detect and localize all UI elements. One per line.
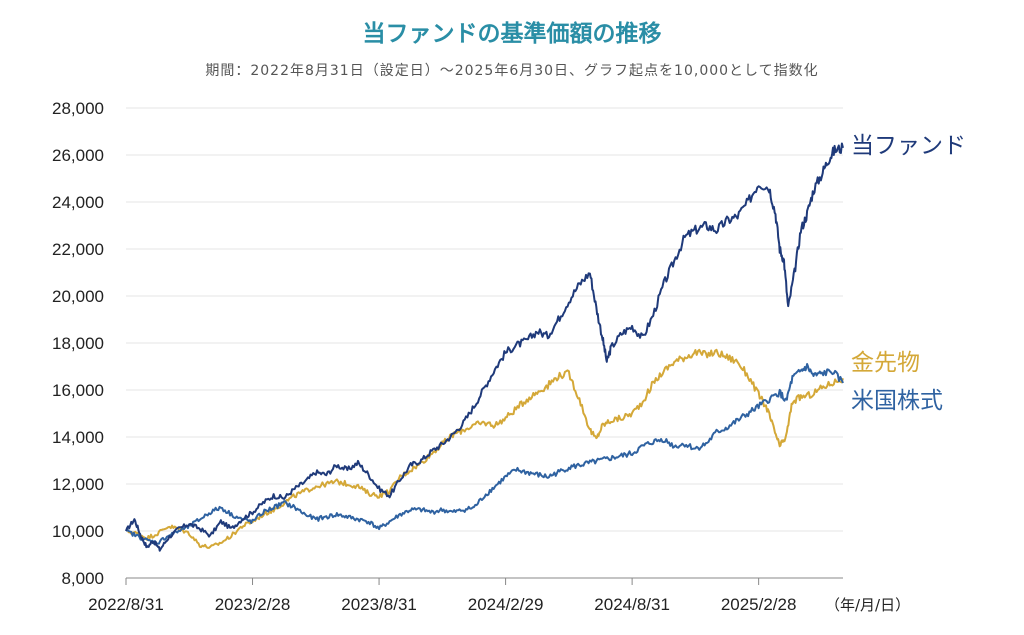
series-line	[125, 142, 844, 552]
y-tick-label: 28,000	[52, 99, 104, 118]
y-tick-label: 24,000	[52, 193, 104, 212]
series-line	[125, 363, 844, 545]
y-axis-ticks: 8,000 10,000 12,000 14,000 16,000 18,000 20,00…	[52, 99, 104, 588]
x-tick-label: 2022/8/31	[88, 595, 164, 614]
x-tick-label: 2024/8/31	[594, 595, 670, 614]
gridlines	[126, 107, 843, 579]
x-tick-label: 2023/8/31	[341, 595, 417, 614]
y-tick-label: 14,000	[52, 428, 104, 447]
y-tick-label: 8,000	[61, 569, 104, 588]
x-tick-label: 2023/2/28	[215, 595, 291, 614]
x-tick-label: 2024/2/29	[468, 595, 544, 614]
series-label: 金先物	[851, 350, 920, 376]
y-tick-label: 12,000	[52, 475, 104, 494]
x-axis: 2022/8/31 2023/2/28 2023/8/31 2024/2/29 2024…	[88, 577, 843, 614]
x-axis-unit-label: （年/月/日）	[825, 596, 910, 614]
x-tick-label: 2025/2/28	[721, 595, 797, 614]
series-label: 当ファンド	[851, 133, 966, 159]
y-tick-label: 26,000	[52, 146, 104, 165]
series-lines	[125, 142, 844, 552]
y-tick-label: 18,000	[52, 334, 104, 353]
y-tick-label: 20,000	[52, 287, 104, 306]
series-label: 米国株式	[851, 388, 943, 414]
y-tick-label: 10,000	[52, 522, 104, 541]
chart-subtitle: 期間：2022年8月31日（設定日）～2025年6月30日、グラフ起点を10,0…	[205, 63, 819, 79]
y-tick-label: 22,000	[52, 240, 104, 259]
y-tick-label: 16,000	[52, 381, 104, 400]
chart-title: 当ファンドの基準価額の推移	[362, 21, 662, 47]
